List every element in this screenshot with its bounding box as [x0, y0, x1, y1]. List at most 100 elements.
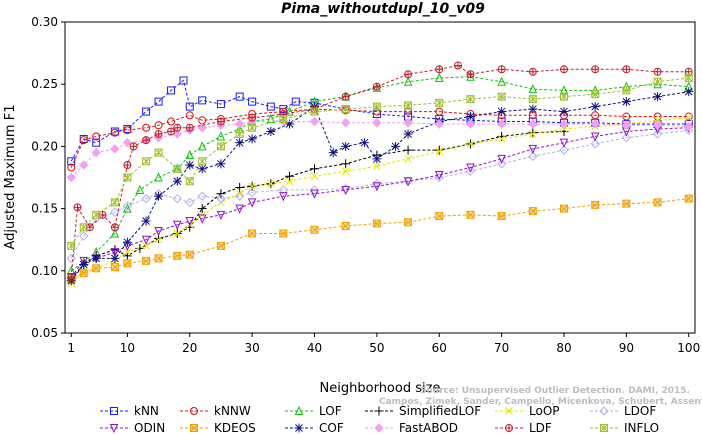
data-point-lof: [285, 106, 294, 116]
y-tick-label: 0.15: [31, 202, 58, 216]
data-point-odin: [172, 220, 182, 230]
data-point-knnw: [167, 117, 176, 126]
data-point-inflo: [198, 157, 207, 166]
x-tick-label: 30: [244, 341, 259, 355]
data-point-ldf: [110, 223, 119, 232]
data-point-inflo: [216, 142, 225, 151]
data-point-lof: [403, 76, 413, 86]
data-point-fastabod: [91, 147, 101, 158]
data-point-kdeos: [684, 194, 693, 203]
data-point-odin: [434, 171, 444, 181]
data-point-fastabod: [340, 118, 351, 128]
series-loop: [67, 113, 693, 288]
data-point-knn: [179, 76, 188, 85]
legend-label-lof: LOF: [319, 404, 342, 418]
data-point-cof: [497, 107, 507, 117]
legend-item-cof: COF: [285, 421, 344, 434]
data-point-ldof: [185, 197, 195, 208]
data-point-fastabod: [79, 160, 89, 170]
series-line-cof: [70, 91, 689, 282]
x-tick-label: 1: [67, 341, 75, 355]
data-point-loop: [173, 229, 182, 238]
legend-marker-simplifiedlof: [374, 406, 384, 416]
data-point-kdeos: [123, 259, 132, 268]
data-point-ldf: [497, 65, 506, 74]
data-point-ldf: [73, 203, 82, 212]
data-point-ldof: [122, 201, 133, 211]
x-tick-label: 60: [432, 341, 447, 355]
data-point-kdeos: [372, 219, 381, 228]
data-point-ldof: [79, 231, 89, 241]
data-point-ldof: [528, 151, 538, 162]
x-tick-label: 10: [120, 341, 135, 355]
data-point-knnw: [67, 163, 76, 172]
data-point-kdeos: [279, 229, 288, 238]
data-point-odin: [497, 154, 506, 165]
data-point-ldf: [248, 113, 257, 122]
data-point-lof: [154, 172, 163, 182]
legend-label-loop: LoOP: [529, 404, 560, 418]
data-point-cof: [528, 104, 538, 114]
data-point-kdeos: [591, 200, 600, 209]
chart-title: Pima_withoutdupl_10_v09: [281, 1, 485, 17]
data-point-inflo: [404, 101, 413, 110]
data-point-ldof: [652, 129, 663, 139]
data-point-ldof: [684, 125, 694, 135]
data-point-cof: [154, 191, 164, 201]
data-point-cof: [216, 159, 226, 169]
series-line-odin: [70, 127, 689, 278]
watermark-line1: Source: Unsupervised Outlier Detection. …: [420, 386, 690, 396]
data-point-fastabod: [66, 172, 76, 183]
data-point-kdeos: [528, 207, 537, 216]
data-point-simplifiedlof: [341, 159, 351, 169]
series-ldof: [66, 125, 694, 264]
data-point-knn: [92, 138, 101, 147]
data-point-kdeos: [341, 222, 350, 231]
data-point-knnw: [154, 121, 163, 130]
data-point-ldof: [197, 191, 207, 201]
data-point-inflo: [248, 123, 257, 132]
legend-marker-loop: [505, 407, 513, 415]
data-point-knnw: [435, 107, 444, 116]
x-tick-label: 70: [494, 341, 509, 355]
data-point-knnw: [622, 112, 631, 121]
data-point-simplifiedlof: [528, 128, 538, 138]
data-point-fastabod: [465, 119, 476, 129]
data-point-ldf: [185, 123, 194, 132]
data-point-loop: [466, 140, 475, 148]
data-point-lof: [528, 83, 538, 94]
data-point-ldf: [167, 127, 176, 136]
data-point-cof: [372, 154, 382, 164]
data-point-lof: [197, 141, 207, 151]
legend-label-knnw: kNNW: [214, 404, 251, 418]
data-point-ldof: [278, 185, 289, 195]
data-point-odin: [154, 226, 163, 237]
data-point-odin: [341, 185, 350, 196]
data-point-ldf: [67, 273, 76, 282]
legend-label-inflo: INFLO: [624, 421, 659, 434]
data-point-fastabod: [684, 121, 694, 132]
x-tick-label: 50: [369, 341, 384, 355]
data-point-cof: [110, 253, 120, 263]
legend-marker-odin: [109, 424, 119, 434]
data-point-ldf: [653, 67, 662, 76]
plot-area: [66, 61, 694, 288]
data-point-cof: [590, 102, 600, 112]
data-point-knnw: [110, 128, 119, 137]
data-point-simplifiedlof: [434, 145, 444, 155]
data-point-odin: [185, 217, 195, 227]
data-point-ldf: [591, 65, 600, 74]
data-point-knnw: [684, 112, 693, 121]
data-point-knnw: [591, 111, 600, 120]
legend-label-kdeos: KDEOS: [214, 421, 256, 434]
legend-item-odin: ODIN: [100, 421, 165, 434]
legend-marker-cof: [294, 423, 304, 433]
data-point-ldf: [372, 82, 381, 91]
data-point-kdeos: [142, 256, 151, 265]
data-point-knn: [167, 86, 176, 95]
data-point-odin: [310, 189, 319, 199]
series-cof: [66, 87, 694, 286]
data-point-inflo: [142, 157, 151, 166]
